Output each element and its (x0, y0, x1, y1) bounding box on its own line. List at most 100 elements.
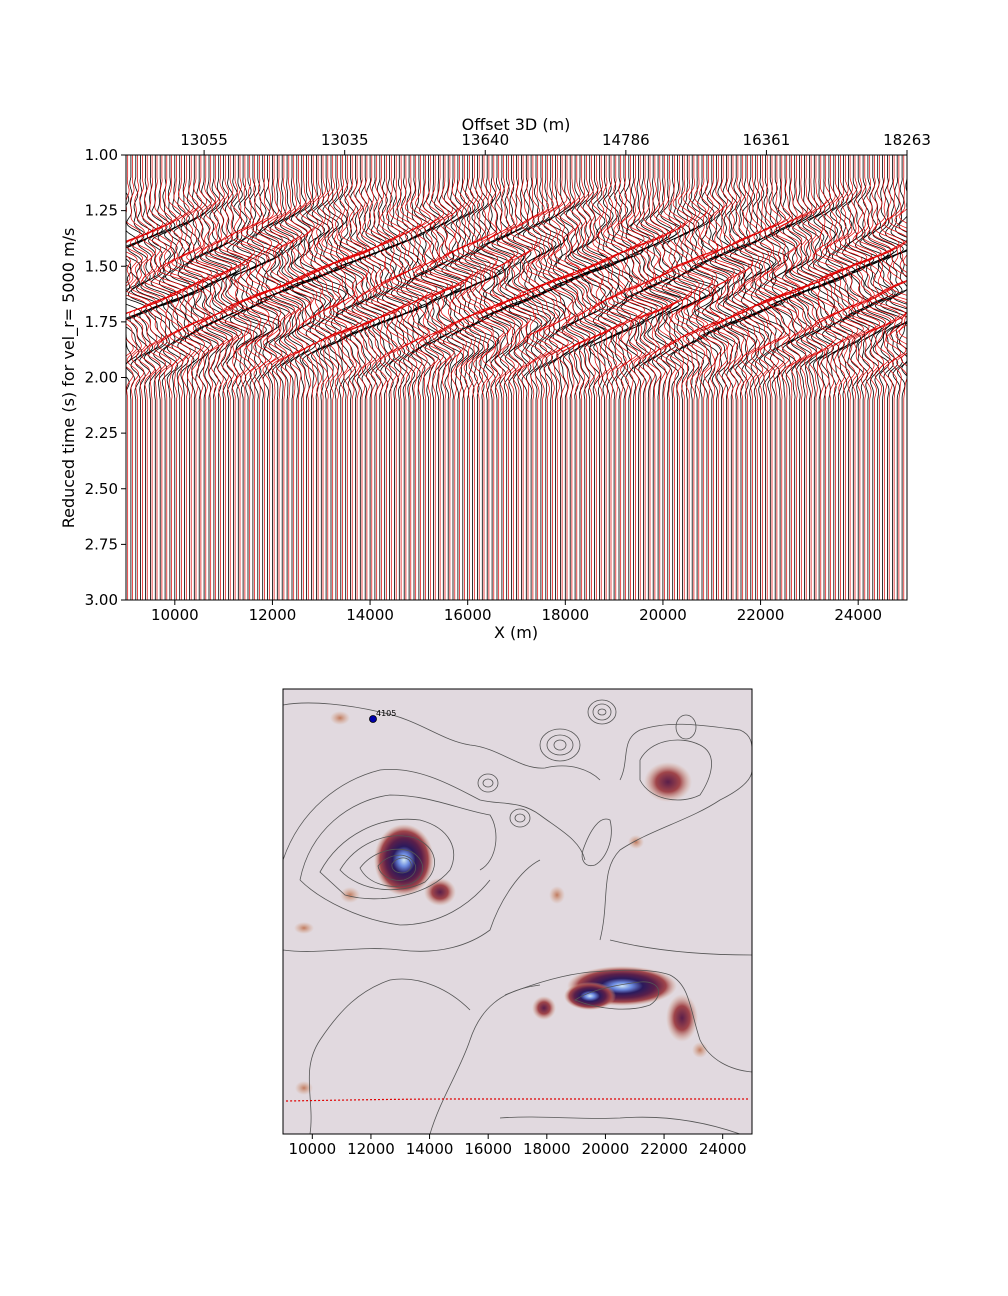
seismic-trace (621, 155, 653, 600)
map-x-tick-label: 10000 (288, 1140, 336, 1158)
x-tick-label: 24000 (834, 606, 882, 624)
seismic-trace (363, 155, 395, 600)
seismic-trace (848, 155, 878, 600)
seismic-trace (463, 155, 491, 600)
contour-line (391, 857, 412, 874)
seismic-trace (219, 155, 252, 600)
seismic-trace (259, 155, 290, 600)
seismic-trace (186, 155, 218, 600)
seismic-trace (709, 155, 741, 600)
seismic-trace (615, 155, 645, 600)
seismic-trace (197, 155, 229, 600)
seismic-trace (209, 155, 242, 600)
seismic-trace (347, 155, 379, 600)
seismic-trace (818, 155, 849, 600)
contour-line (619, 723, 752, 781)
seismic-trace (668, 155, 701, 600)
seismic-trace (842, 155, 873, 600)
seismic-trace (359, 155, 390, 600)
seismic-trace (611, 155, 642, 600)
seismic-trace (752, 155, 783, 600)
contour-line (359, 848, 424, 887)
seismic-trace (427, 155, 459, 600)
seismic-trace (360, 155, 391, 600)
seismic-trace (676, 155, 705, 600)
seismic-trace (476, 155, 508, 600)
seismic-trace (145, 155, 177, 600)
y-tick-label: 1.00 (85, 146, 118, 164)
seismic-trace (580, 155, 613, 600)
seismic-trace (395, 155, 428, 600)
seismic-trace (504, 155, 536, 600)
anomaly-blob (532, 996, 556, 1020)
contour-line (539, 728, 581, 762)
map-frame (282, 688, 753, 1135)
contour-line (587, 699, 617, 725)
seismic-trace (536, 155, 568, 600)
seismic-trace (571, 155, 601, 600)
x-tick-label: 10000 (151, 606, 199, 624)
seismic-trace (726, 155, 756, 600)
seismic-trace (469, 155, 501, 600)
seismic-trace (273, 155, 304, 600)
seismic-trace (799, 155, 833, 600)
seismic-trace (458, 155, 491, 600)
seismic-trace (639, 155, 669, 600)
seismic-trace (851, 155, 882, 600)
seismic-trace (711, 155, 741, 600)
seismic-trace (833, 155, 863, 600)
seismic-trace (374, 155, 407, 600)
seismic-trace (429, 155, 463, 600)
y-axis-label: Reduced time (s) for vel_r= 5000 m/s (59, 228, 79, 529)
seismic-trace (176, 155, 209, 600)
seismic-trace (425, 155, 457, 600)
seismic-trace (335, 155, 364, 600)
seismic-trace (781, 155, 810, 600)
seismic-trace (167, 155, 199, 600)
seismic-trace (705, 155, 733, 600)
seismic-trace (256, 155, 285, 600)
station-label: 4105 (376, 709, 396, 718)
seismic-trace (494, 155, 526, 600)
seismic-trace (885, 155, 907, 600)
seismic-trace (171, 155, 204, 600)
seismic-trace (190, 155, 221, 600)
seismic-trace (631, 155, 664, 600)
offset-axis-ticks: 13055 13035 13640 14786 16361 18263 (180, 131, 931, 155)
seismic-trace (452, 155, 482, 600)
seismic-trace (473, 155, 505, 600)
map-x-tick-label: 16000 (464, 1140, 512, 1158)
seismic-trace (445, 155, 477, 600)
trace-group (126, 155, 907, 600)
seismic-trace (385, 155, 417, 600)
seismic-trace (870, 155, 898, 600)
seismic-trace (307, 155, 339, 600)
seismic-trace (413, 155, 445, 600)
seismic-trace (353, 155, 385, 600)
seismic-trace (642, 155, 674, 600)
seismic-trace (495, 155, 525, 600)
seismic-trace (666, 155, 697, 600)
contour-lines (283, 699, 752, 1134)
seismic-trace (504, 155, 534, 600)
contour-line (581, 818, 612, 867)
seismic-trace (768, 155, 801, 600)
seismic-trace (129, 155, 161, 600)
contour-line (514, 813, 526, 823)
seismic-trace (522, 155, 553, 600)
seismic-trace (264, 155, 294, 600)
seismic-trace (535, 155, 569, 600)
map-x-tick-label: 20000 (582, 1140, 630, 1158)
seismic-trace (214, 155, 245, 600)
seismic-trace (552, 155, 585, 600)
station-marker (369, 715, 377, 723)
seismic-trace (794, 155, 828, 600)
anomaly-blob (666, 994, 698, 1042)
seismic-trace (231, 155, 262, 600)
x-tick-label: 16000 (444, 606, 492, 624)
seismic-trace (666, 155, 697, 600)
seismic-trace (467, 155, 497, 600)
seismic-trace (381, 155, 413, 600)
contour-line (574, 981, 660, 1010)
seismic-trace (378, 155, 410, 600)
